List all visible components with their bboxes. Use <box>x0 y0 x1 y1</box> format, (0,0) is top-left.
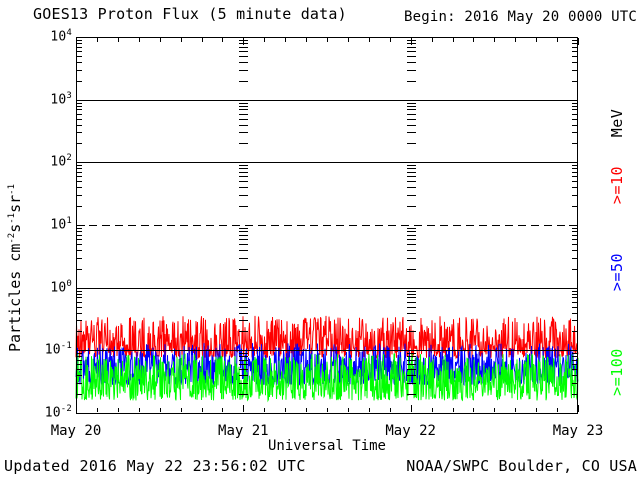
y-tick-label-10e-2: 10-2 <box>44 404 72 421</box>
plot-frame <box>76 37 578 414</box>
x-tick-label-may-20: May 20 <box>50 423 102 439</box>
updated-timestamp: Updated 2016 May 22 23:56:02 UTC <box>4 457 306 475</box>
axes-frame-and-ticks <box>76 37 579 414</box>
channel-label-10: >=10 <box>608 165 626 205</box>
y-tick-label-10e-1: 10-1 <box>44 341 72 358</box>
series-trace-100mev <box>75 353 579 403</box>
y-tick-label-10e3: 103 <box>50 90 72 107</box>
flux-series-traces <box>75 315 579 403</box>
y-tick-label-10e0: 100 <box>50 278 72 295</box>
y-axis-title: Particles cm-2s-1sr-1 <box>6 184 24 352</box>
chart-title: GOES13 Proton Flux (5 minute data) <box>33 5 347 23</box>
source-credit: NOAA/SWPC Boulder, CO USA <box>406 457 637 475</box>
x-tick-label-may-23: May 23 <box>552 423 604 439</box>
begin-time-label: Begin: 2016 May 20 0000 UTC <box>404 9 637 25</box>
y-tick-label-10e4: 104 <box>50 28 72 45</box>
x-tick-label-may-21: May 21 <box>218 423 269 439</box>
channel-label-100: >=100 <box>608 348 626 396</box>
gridlines <box>76 40 578 395</box>
y-tick-label-10e2: 102 <box>50 153 72 170</box>
x-axis-title: Universal Time <box>267 438 386 454</box>
x-tick-label-may-22: May 22 <box>385 423 436 439</box>
channel-label-50: >=50 <box>608 252 626 292</box>
series-trace-10mev <box>75 315 579 360</box>
y-tick-label-10e1: 101 <box>50 216 72 233</box>
